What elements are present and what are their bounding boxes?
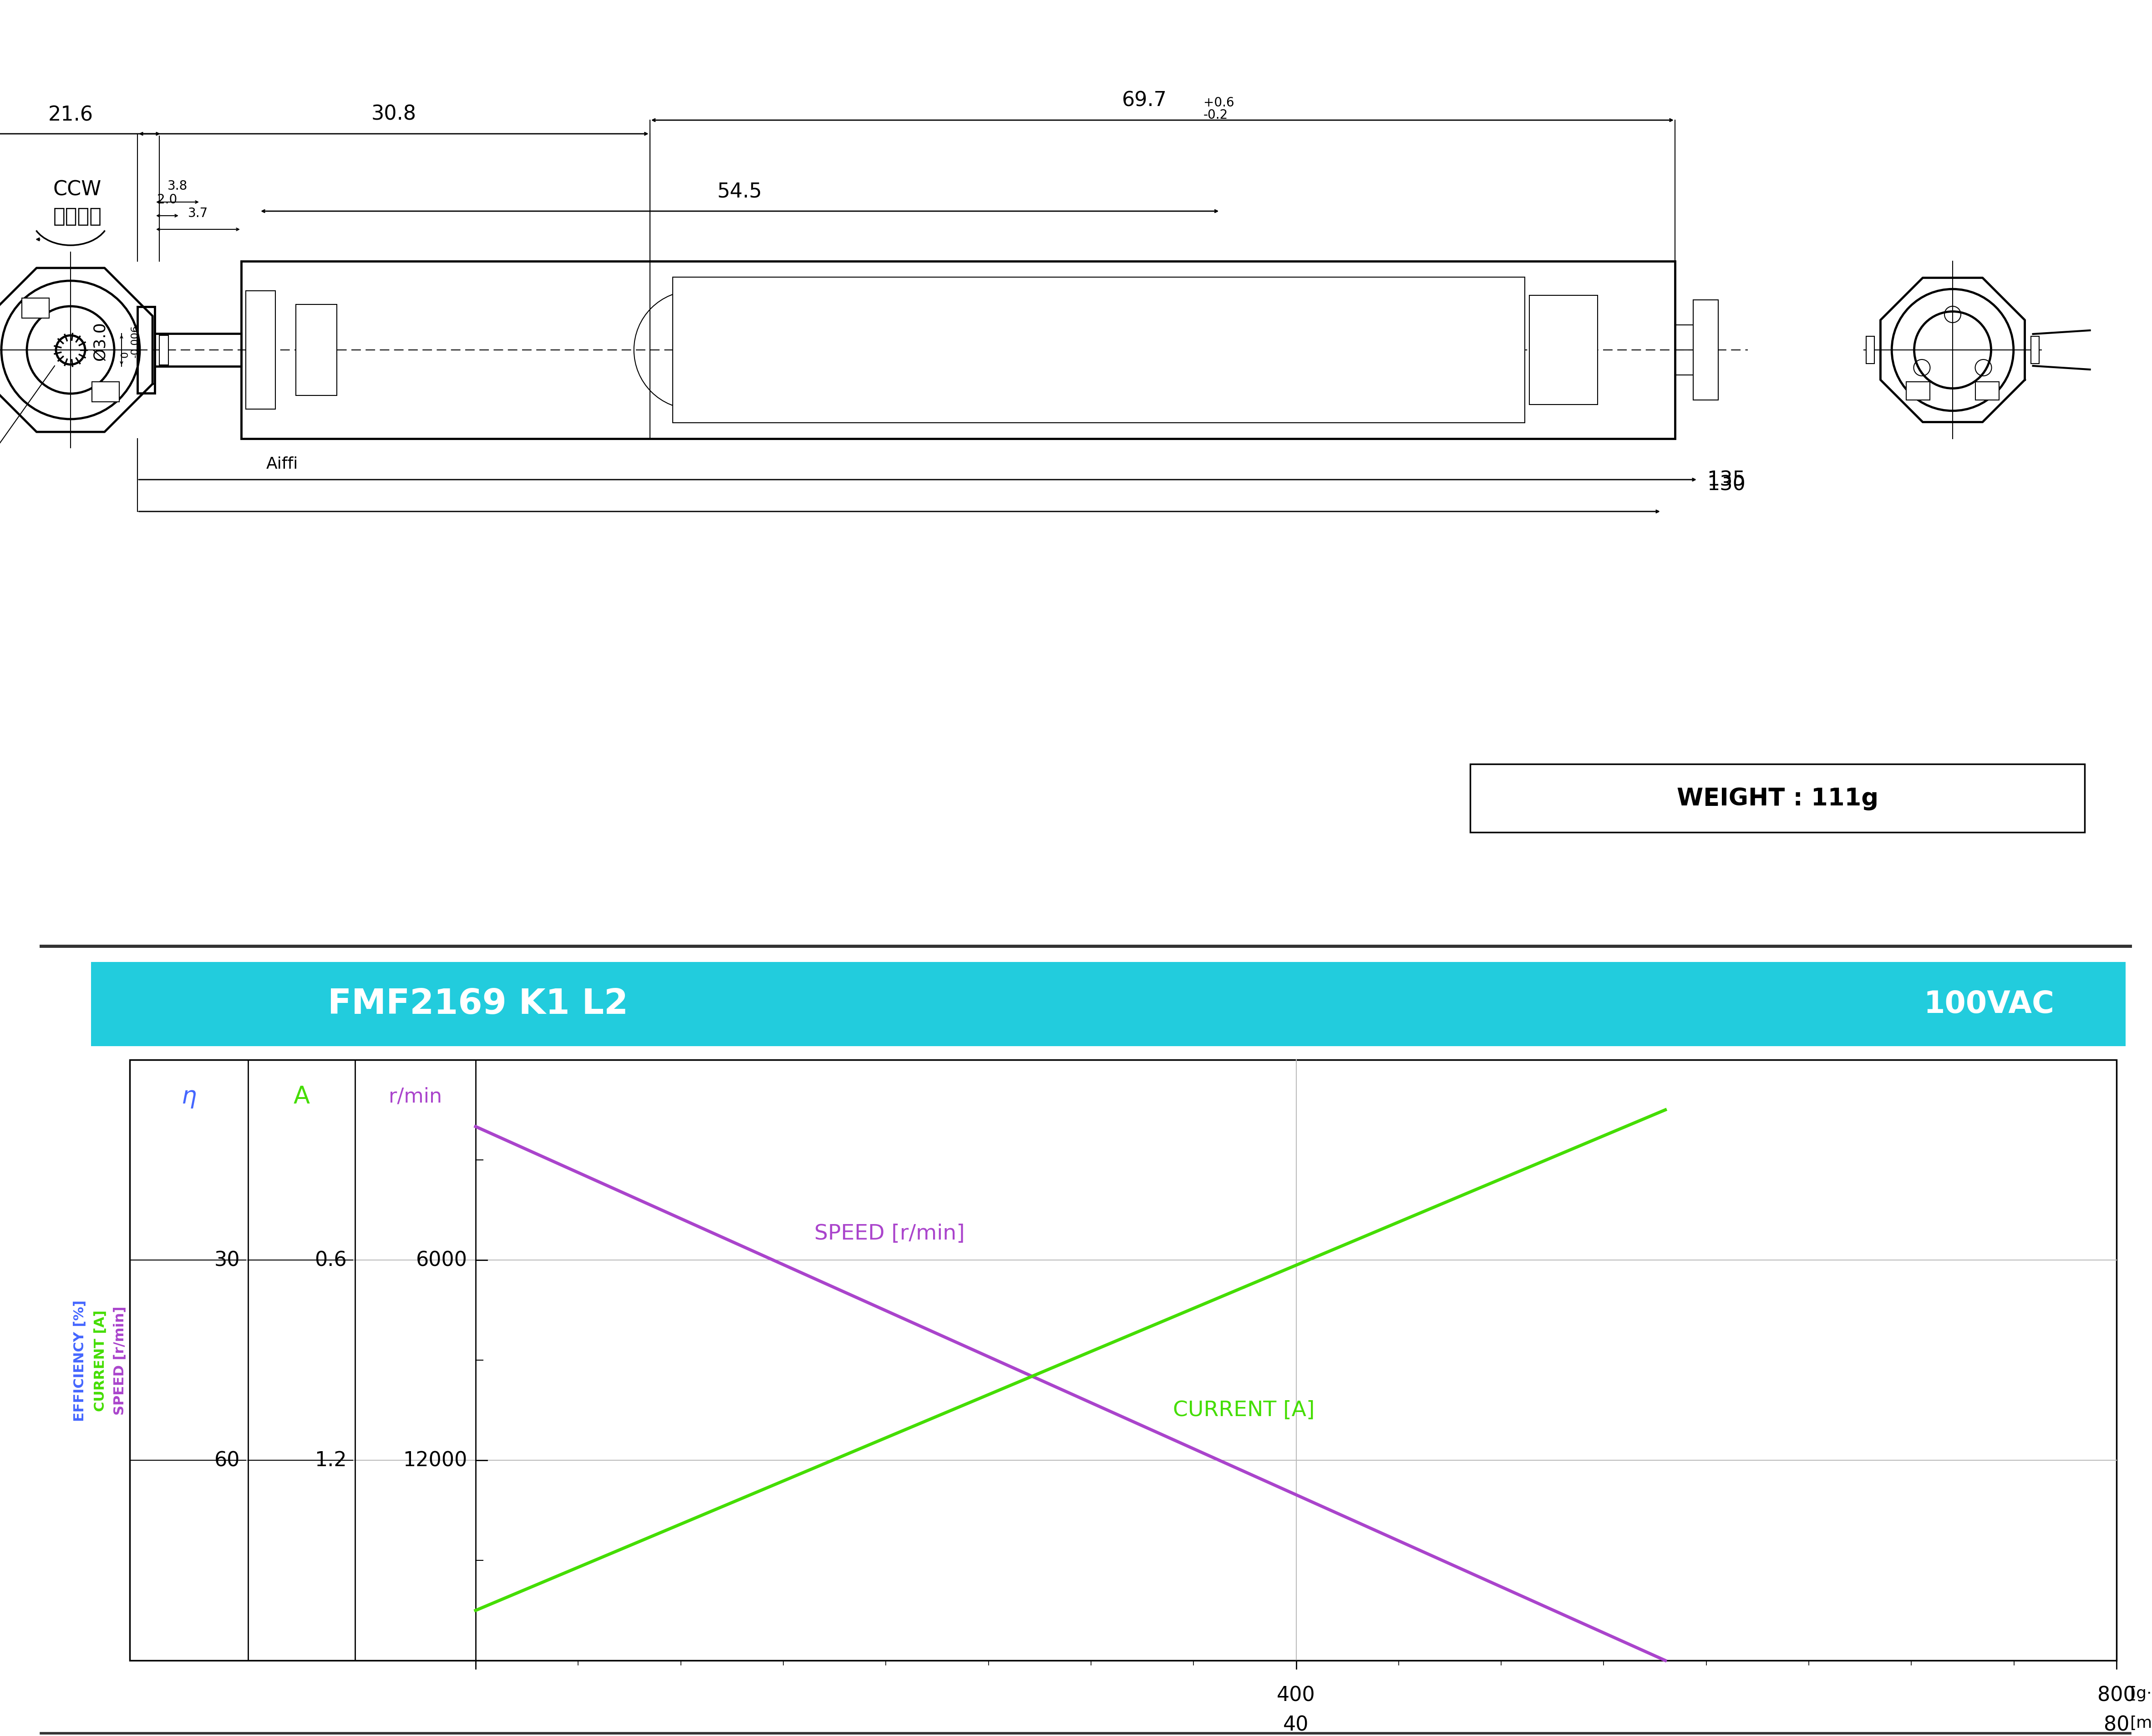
Bar [295, 306, 338, 396]
Text: 90: 90 [168, 1016, 194, 1035]
Text: 100VAC: 100VAC [1924, 990, 2055, 1019]
Bar [1470, 764, 2085, 833]
Text: 30: 30 [213, 1250, 239, 1271]
Text: [mN·m]: [mN·m] [2130, 1715, 2152, 1731]
Text: 30.8: 30.8 [370, 104, 415, 125]
Text: EFFICIENCY [%]: EFFICIENCY [%] [73, 1300, 86, 1422]
Bar [1866, 337, 1874, 365]
Text: 12000: 12000 [402, 1451, 467, 1470]
Bar [93, 382, 118, 403]
Bar [155, 333, 241, 366]
Text: SPEED [r/min]: SPEED [r/min] [114, 1305, 127, 1415]
Text: r/min: r/min [390, 1087, 441, 1106]
Text: 回転方向: 回転方向 [54, 207, 101, 226]
Text: 54.5: 54.5 [717, 182, 762, 201]
Text: FMF2169 K1 L2: FMF2169 K1 L2 [327, 988, 628, 1021]
Bar [159, 335, 168, 365]
Text: 135: 135 [1707, 470, 1745, 490]
Text: [g·cm]: [g·cm] [2130, 1686, 2152, 1701]
Bar [90, 962, 2126, 1047]
Text: CCW: CCW [54, 181, 101, 200]
Bar [1694, 300, 1717, 401]
Text: 130: 130 [1707, 474, 1745, 495]
Text: 18000: 18000 [383, 1016, 448, 1035]
Text: η: η [181, 1085, 196, 1108]
Text: Aiffi: Aiffi [267, 457, 299, 472]
Bar [138, 307, 155, 394]
Text: 1.2: 1.2 [314, 1451, 346, 1470]
Text: 69.7: 69.7 [1121, 90, 1166, 111]
Text: 1.8: 1.8 [286, 1016, 318, 1035]
Text: CURRENT [A]: CURRENT [A] [93, 1309, 108, 1411]
Bar [2031, 337, 2038, 365]
Text: Ø3.0: Ø3.0 [93, 321, 108, 361]
Text: 80: 80 [2105, 1715, 2128, 1734]
Bar [241, 262, 1674, 439]
Bar [245, 292, 275, 410]
Bar [129, 1061, 2118, 1660]
Text: 40: 40 [1283, 1715, 1308, 1734]
Bar [674, 278, 1526, 424]
Text: 2.0: 2.0 [157, 193, 176, 207]
Text: -0.2: -0.2 [1203, 109, 1229, 122]
Text: 6000: 6000 [415, 1250, 467, 1271]
Text: WEIGHT : 111g: WEIGHT : 111g [1676, 786, 1879, 811]
Text: 400: 400 [1276, 1686, 1315, 1705]
Text: +0.6: +0.6 [1203, 97, 1233, 109]
Text: CURRENT [A]: CURRENT [A] [1173, 1399, 1315, 1420]
Text: 60: 60 [215, 1451, 239, 1470]
Text: 3.8: 3.8 [168, 181, 187, 193]
Text: 3.7: 3.7 [187, 207, 209, 220]
Text: 21.6: 21.6 [47, 106, 93, 125]
Bar [22, 299, 49, 318]
Text: 0.6: 0.6 [314, 1250, 346, 1271]
Bar [1976, 382, 1999, 401]
Bar [1530, 295, 1597, 404]
Text: 0
-0.006: 0 -0.006 [121, 325, 140, 358]
Text: A: A [293, 1085, 310, 1108]
Bar [1907, 382, 1930, 401]
Text: 800: 800 [2098, 1686, 2135, 1705]
Text: SPEED [r/min]: SPEED [r/min] [813, 1224, 964, 1243]
